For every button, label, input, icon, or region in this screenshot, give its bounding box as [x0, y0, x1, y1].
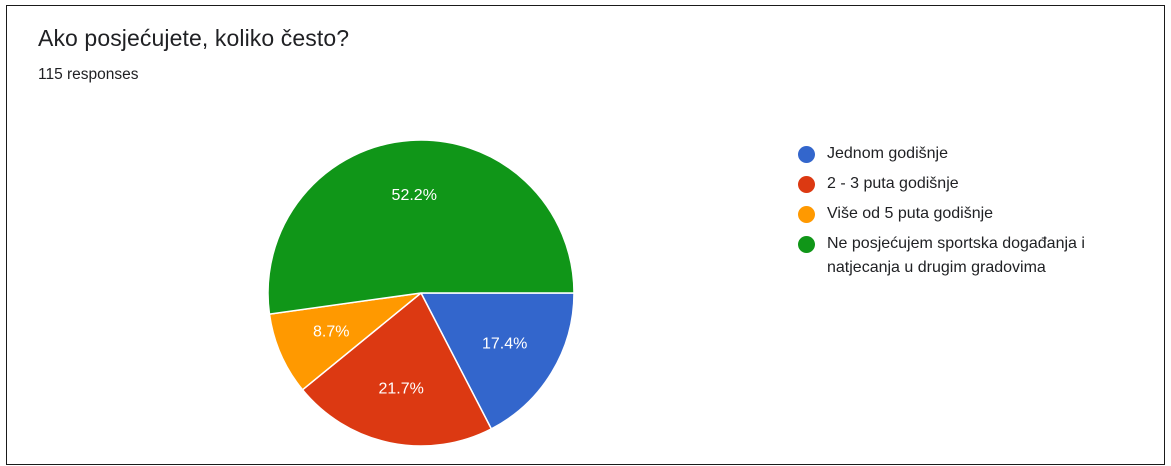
- legend-label: Više od 5 puta godišnje: [827, 205, 994, 222]
- response-count: 115 responses: [38, 66, 139, 83]
- legend-swatch: [798, 236, 815, 253]
- legend-item-2-3-puta-godisnje[interactable]: 2 - 3 puta godišnje: [796, 172, 1156, 196]
- legend-label: Ne posjećujem sportska događanja i natje…: [827, 235, 1085, 276]
- legend-swatch: [798, 206, 815, 223]
- pie-chart: 17.4% 21.7% 8.7% 52.2%: [267, 139, 575, 447]
- pie-slice[interactable]: [267, 139, 575, 315]
- chart-title: Ako posjećujete, koliko često?: [38, 25, 350, 51]
- legend-swatch: [798, 146, 815, 163]
- legend-label: Jednom godišnje: [827, 145, 948, 162]
- chart-legend: Jednom godišnje 2 - 3 puta godišnje Više…: [796, 142, 1156, 286]
- chart-card: Ako posjećujete, koliko često? 115 respo…: [6, 5, 1165, 465]
- legend-label: 2 - 3 puta godišnje: [827, 175, 959, 192]
- legend-item-jednom-godisnje[interactable]: Jednom godišnje: [796, 142, 1156, 166]
- slice-percent-label: 8.7%: [313, 324, 349, 341]
- pie-slice[interactable]: [268, 292, 422, 391]
- legend-item-vise-od-5-puta-godisnje[interactable]: Više od 5 puta godišnje: [796, 202, 1156, 226]
- slice-percent-label: 21.7%: [378, 380, 423, 397]
- legend-swatch: [798, 176, 815, 193]
- pie-slice[interactable]: [420, 292, 575, 430]
- slice-percent-label: 17.4%: [482, 335, 527, 352]
- legend-item-ne-posjecujem[interactable]: Ne posjećujem sportska događanja i natje…: [796, 232, 1156, 280]
- slice-percent-label: 52.2%: [392, 187, 437, 204]
- pie-slice[interactable]: [301, 292, 493, 447]
